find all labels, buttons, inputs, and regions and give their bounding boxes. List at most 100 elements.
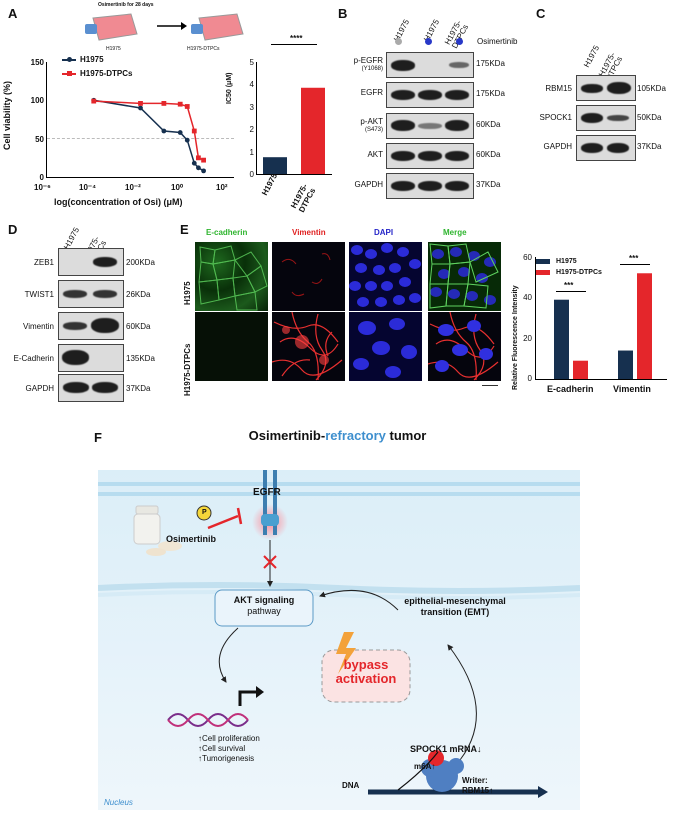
ic50-xtick-dtpcs: H1975-DTPCs xyxy=(289,182,318,214)
e-sig-line xyxy=(556,291,586,292)
ic50-ytick: 1 xyxy=(249,148,254,157)
curve-series-line xyxy=(93,100,204,161)
b-row-label: GAPDH xyxy=(354,180,383,189)
e-xtick-vimentin: Vimentin xyxy=(613,384,651,394)
lightning-icon xyxy=(336,632,356,674)
blot-e-cadherin xyxy=(58,344,124,372)
panel-label-a: A xyxy=(8,6,18,21)
c-kda: 37KDa xyxy=(637,142,662,151)
e-ytick: 20 xyxy=(523,334,532,343)
curve-y-label: Cell viability (%) xyxy=(2,80,12,150)
blot-twist1 xyxy=(58,280,124,308)
e-sig-ecadherin: *** xyxy=(564,281,574,290)
phospho-icon xyxy=(196,505,212,521)
osimertinib-header: Osimertinib for 28 days xyxy=(98,2,154,8)
panel-label-f: F xyxy=(94,430,102,445)
curve-point xyxy=(201,168,206,174)
ic50-ytick: 3 xyxy=(249,103,254,112)
f-egfr-label: EGFR xyxy=(253,487,281,498)
curve-point xyxy=(191,128,197,134)
f-spock-label: SPOCK1 mRNA↓ xyxy=(410,744,482,754)
curve-point xyxy=(161,128,167,134)
fluorescence-bar xyxy=(554,299,569,379)
f-phospho-label: P xyxy=(202,509,207,516)
d-row-label: ZEB1 xyxy=(33,258,54,267)
d-kda: 200KDa xyxy=(126,258,155,267)
f-nucleus-label: Nucleus xyxy=(104,798,133,807)
flask-right-icon xyxy=(191,13,244,41)
e-col-merge: Merge xyxy=(443,228,467,237)
curve-point xyxy=(201,157,206,163)
f-outcomes: ↑Cell proliferation ↑Cell survival ↑Tumo… xyxy=(198,734,260,764)
b-row-label: EGFR xyxy=(360,88,383,97)
e-ytick: 0 xyxy=(527,374,532,383)
b-kda: 60KDa xyxy=(476,150,501,159)
b-kda: 175KDa xyxy=(476,89,505,98)
blot-gapdh-b xyxy=(386,173,474,199)
curve-y-axis xyxy=(46,62,47,177)
e-legend-h1975: H1975 xyxy=(556,258,577,265)
blot-vimentin xyxy=(58,312,124,340)
flask-right-label: H1975-DTPCs xyxy=(187,46,220,52)
blot-spock1 xyxy=(576,105,636,131)
c-row-label: RBM15 xyxy=(545,84,572,93)
ic50-ytick: 0 xyxy=(249,170,254,179)
d-kda: 37KDa xyxy=(126,384,151,393)
curve-xtick: 10⁰ xyxy=(171,183,184,192)
ic50-xtick-h1975: H1975 xyxy=(260,171,280,197)
c-lane-1: H1975 xyxy=(582,43,602,69)
panel-label-b: B xyxy=(338,6,348,21)
flask-illustration xyxy=(85,13,244,41)
curve-point xyxy=(91,97,97,103)
b-row-label: AKT xyxy=(367,150,383,159)
f-title: Osimertinib-refractory tumor xyxy=(248,428,427,443)
fluorescence-bar xyxy=(637,273,652,379)
flask-left-label: H1975 xyxy=(106,46,121,52)
f-emt-label: epithelial-mesenchymal transition (EMT) xyxy=(404,596,506,617)
e-bar-y-label: Relative Fluorescence Intensity xyxy=(512,285,519,390)
e-sig-vimentin: *** xyxy=(629,254,639,263)
curve-point xyxy=(161,101,167,106)
writer-complex-icon xyxy=(421,750,464,792)
e-ytick: 40 xyxy=(523,293,532,302)
dna-helix-icon xyxy=(167,713,249,727)
fluorescence-bar xyxy=(573,360,588,379)
d-row-label: Vimentin xyxy=(23,322,54,331)
curve-x-axis xyxy=(46,177,234,178)
legend-dtpcs: H1975-DTPCs xyxy=(80,69,133,78)
ic50-ytick: 5 xyxy=(249,58,254,67)
ic50-bar xyxy=(301,87,325,174)
f-outcome: ↑Cell proliferation xyxy=(198,734,260,743)
blot-gapdh-d xyxy=(58,374,124,402)
b-kda: 175KDa xyxy=(476,59,505,68)
egfr-receptor-icon xyxy=(252,470,288,540)
d-row-label: GAPDH xyxy=(25,384,54,393)
curve-point xyxy=(177,101,183,107)
fluorescence-bar xyxy=(618,350,633,379)
d-row-label: TWIST1 xyxy=(24,290,54,299)
f-akt-pathway: AKT signaling pathway xyxy=(233,595,295,616)
ic50-sig-line xyxy=(271,44,317,45)
e-col-dapi: DAPI xyxy=(374,228,394,237)
f-writer-label: Writer: RBM15↑ xyxy=(462,776,494,795)
c-kda: 50KDa xyxy=(637,113,662,122)
micrograph-dtpcs-ecadherin xyxy=(195,312,268,381)
ic50-bar xyxy=(263,157,287,174)
f-dna-label: DNA xyxy=(342,781,360,790)
micrograph-h1975-merge xyxy=(428,242,501,311)
curve-legend: H1975 H1975-DTPCs xyxy=(62,55,132,78)
curve-point xyxy=(196,155,201,161)
curve-point xyxy=(191,160,197,166)
f-outcome: ↑Tumorigenesis xyxy=(198,754,255,763)
curve-xtick: 10⁻⁶ xyxy=(34,183,51,192)
e-bar-y-axis xyxy=(535,257,536,379)
ic50-y-axis xyxy=(256,62,257,174)
blot-zeb1 xyxy=(58,248,124,276)
curve-xtick: 10⁻⁴ xyxy=(79,183,97,192)
e-ytick: 60 xyxy=(523,253,532,262)
blot-p-akt xyxy=(386,113,474,139)
micrograph-dtpcs-vimentin xyxy=(272,312,345,381)
curve-point xyxy=(138,101,143,106)
blot-egfr xyxy=(386,82,474,108)
curve-ytick: 50 xyxy=(35,135,44,144)
